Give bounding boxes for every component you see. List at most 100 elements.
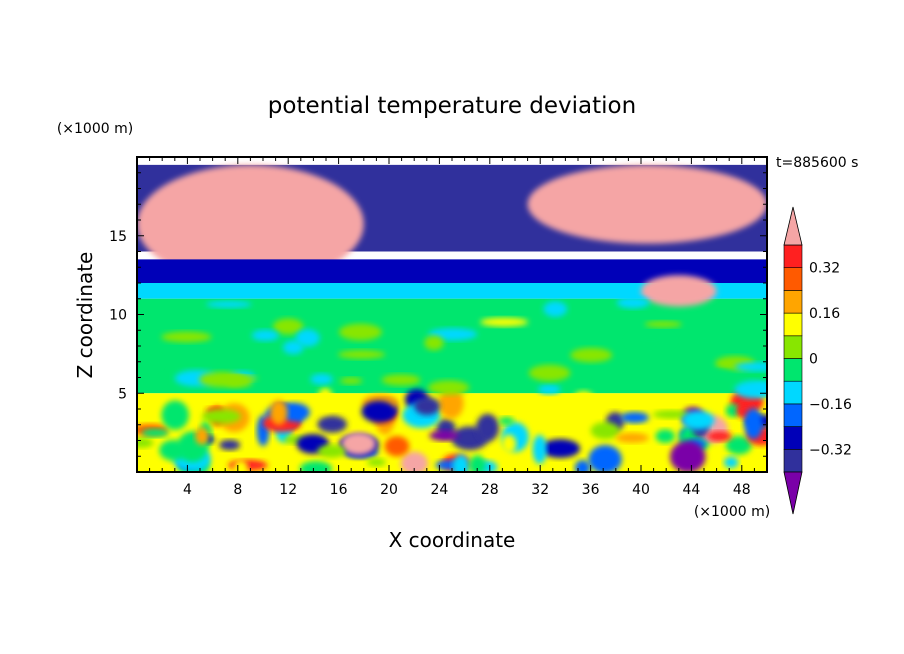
field-blob <box>452 454 470 472</box>
field-blob <box>699 369 735 381</box>
colorbar-bin <box>783 290 803 314</box>
field-blob <box>427 380 470 395</box>
field-blob <box>137 437 154 448</box>
y-unit-label: (×1000 m) <box>57 121 133 137</box>
field-blob <box>269 399 288 426</box>
field-blob <box>367 458 386 467</box>
colorbar-bin <box>783 312 803 337</box>
x-tick-label: 32 <box>531 482 549 498</box>
field-blob <box>725 436 752 455</box>
x-tick-label: 44 <box>682 482 700 498</box>
field-blob <box>362 372 388 382</box>
field-blob <box>424 335 444 351</box>
field-blob <box>205 300 252 308</box>
field-blob <box>381 374 421 386</box>
field-blob <box>620 411 650 424</box>
colorbar-bin <box>783 358 803 382</box>
y-tick-label: 15 <box>109 229 127 245</box>
field-blob <box>429 430 459 441</box>
field-blob <box>499 416 514 425</box>
field-blob <box>141 428 169 438</box>
x-tick-label: 48 <box>733 482 751 498</box>
field-blob <box>588 445 622 472</box>
time-label: t=885600 s <box>776 155 858 171</box>
field-blob <box>540 439 581 458</box>
x-tick-label: 20 <box>380 482 398 498</box>
field-blob <box>161 400 189 430</box>
field-region <box>137 164 364 283</box>
field-blob <box>543 301 568 317</box>
field-blob <box>574 459 591 472</box>
x-tick-label: 16 <box>330 482 348 498</box>
field-blob <box>655 429 675 444</box>
field-blob <box>337 350 386 359</box>
y-tick-label: 10 <box>109 308 127 324</box>
x-tick-label: 4 <box>183 482 192 498</box>
field-blob <box>438 387 464 419</box>
field-blob <box>338 323 383 341</box>
colorbar-min-arrow <box>783 471 803 515</box>
colorbar-bin <box>783 380 803 405</box>
field-region <box>641 275 717 307</box>
colorbar: 0.32 0.16 0 −0.16 −0.32 <box>783 206 852 515</box>
field-blob <box>384 436 410 457</box>
field-blob <box>570 347 613 363</box>
colorbar-bin <box>783 403 803 427</box>
field-blob <box>725 404 741 418</box>
field-blob <box>428 328 478 341</box>
colorbar-tick-label: −0.32 <box>809 442 852 458</box>
x-unit-label: (×1000 m) <box>694 504 770 520</box>
field-blob <box>734 362 767 372</box>
field-blob <box>339 377 363 385</box>
field-blob <box>299 461 332 472</box>
field-blob <box>137 371 164 387</box>
field-blob <box>273 318 304 335</box>
field-blob <box>644 320 682 328</box>
field-blob <box>137 353 162 372</box>
x-tick-label: 28 <box>481 482 499 498</box>
field-blob <box>295 329 320 347</box>
field-blob <box>501 434 517 454</box>
field-blob <box>615 432 650 443</box>
colorbar-max-arrow <box>783 206 803 246</box>
colorbar-tick-label: 0.32 <box>809 261 840 277</box>
field-region <box>137 283 767 299</box>
field-blob <box>217 375 258 382</box>
colorbar-tick-label: −0.16 <box>809 397 852 413</box>
x-tick-label: 40 <box>632 482 650 498</box>
colorbar-tick-label: 0 <box>809 352 818 368</box>
y-axis: 5 10 15 <box>109 172 767 457</box>
y-tick-label: 5 <box>118 386 127 402</box>
colorbar-bin <box>783 426 803 450</box>
y-axis-label: Z coordinate <box>73 252 97 379</box>
field-blob <box>251 329 279 341</box>
field-blob <box>724 456 739 469</box>
field-blob <box>744 408 763 440</box>
field-region <box>527 164 767 244</box>
field-blob <box>317 415 347 433</box>
x-tick-label: 12 <box>279 482 297 498</box>
field-blob <box>400 451 429 472</box>
contour-field <box>137 164 767 472</box>
field-blob <box>317 387 334 413</box>
field-blob <box>681 410 715 430</box>
field-blob <box>280 403 310 422</box>
field-blob <box>201 409 241 424</box>
field-blob <box>341 432 377 456</box>
colorbar-bin <box>783 448 803 473</box>
field-blob <box>528 364 571 382</box>
field-blob <box>356 359 407 377</box>
field-blob <box>683 336 727 347</box>
field-blob <box>532 434 547 465</box>
colorbar-tick-label: 0.16 <box>809 306 840 322</box>
colorbar-bin <box>783 267 803 291</box>
colorbar-bin <box>783 335 803 359</box>
field-blob <box>595 365 637 379</box>
field-region <box>137 259 767 283</box>
field-blob <box>627 333 673 349</box>
field-blob <box>652 410 691 419</box>
x-tick-label: 36 <box>582 482 600 498</box>
x-axis-label: X coordinate <box>389 528 516 552</box>
x-tick-label: 24 <box>430 482 448 498</box>
